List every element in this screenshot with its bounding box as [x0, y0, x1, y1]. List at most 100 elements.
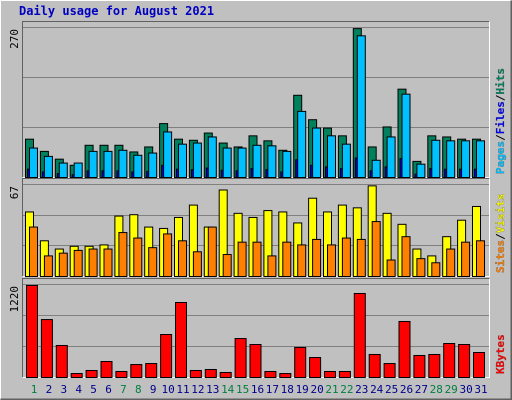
bar [386, 259, 396, 278]
legend-separator: / [494, 134, 507, 141]
bar [383, 363, 396, 378]
bar [294, 346, 307, 379]
bar [70, 373, 83, 379]
bar [327, 135, 336, 178]
bar [43, 155, 53, 178]
bar [133, 154, 143, 178]
bar [264, 370, 277, 379]
bar [431, 262, 441, 277]
bar [353, 292, 366, 379]
bar [175, 301, 187, 379]
bar [40, 319, 53, 379]
bar [58, 162, 68, 179]
bar [222, 147, 232, 179]
bar [297, 110, 307, 178]
bar [476, 240, 485, 277]
bar [461, 140, 471, 178]
bar [413, 354, 426, 378]
x-tick-label: 27 [415, 383, 428, 396]
bar [178, 240, 187, 277]
legend: Sites/Visits [494, 194, 507, 274]
x-tick-label: 11 [176, 383, 189, 396]
bar [416, 163, 426, 179]
x-tick-label: 5 [90, 383, 97, 396]
legend: Pages/Files/Hits [494, 68, 507, 174]
bar [252, 241, 262, 278]
bar [29, 226, 38, 278]
x-tick-label: 9 [150, 383, 157, 396]
legend-entry: Visits [494, 194, 507, 234]
bar [249, 343, 262, 378]
x-tick-label: 21 [325, 383, 338, 396]
bar [446, 248, 456, 277]
x-tick-label: 16 [251, 383, 264, 396]
bar [103, 248, 113, 277]
x-tick-label: 1 [31, 383, 38, 396]
bar [234, 338, 247, 378]
bar [312, 127, 322, 178]
bar [100, 360, 113, 378]
bar [341, 237, 351, 278]
bar [476, 140, 485, 178]
bar [398, 320, 411, 379]
bar [148, 247, 158, 278]
bar [192, 251, 202, 278]
x-tick-label: 29 [445, 383, 458, 396]
bar [160, 334, 173, 379]
legend-entry: Files [494, 101, 507, 134]
bar [133, 237, 143, 278]
bar [252, 144, 262, 178]
chart-title: Daily usage for August 2021 [19, 4, 214, 18]
bar [473, 351, 485, 379]
x-tick-label: 8 [135, 383, 142, 396]
x-tick-label: 23 [355, 383, 368, 396]
x-tick-label: 17 [266, 383, 279, 396]
x-tick-label: 6 [105, 383, 112, 396]
bar [267, 145, 277, 178]
bar [43, 255, 53, 277]
bar [207, 226, 217, 278]
bar [338, 370, 351, 379]
bar [443, 343, 456, 379]
bar [446, 140, 456, 178]
bar [219, 371, 232, 378]
bar [282, 241, 292, 278]
bar [26, 284, 38, 379]
x-tick-label: 28 [430, 383, 443, 396]
bar [145, 363, 158, 378]
legend-entry: Pages [494, 141, 507, 174]
y-tick-label: 67 [8, 186, 21, 199]
legend-separator: / [494, 233, 507, 240]
y-tick-label: 1220 [8, 286, 21, 313]
x-tick-label: 13 [206, 383, 219, 396]
bar [267, 255, 277, 277]
panel-bevel-dark [22, 178, 490, 277]
bar [207, 136, 217, 178]
bar [163, 233, 173, 277]
bar [118, 232, 128, 278]
x-tick-label: 25 [385, 383, 398, 396]
bar [73, 162, 83, 179]
bar [222, 254, 232, 277]
x-tick-label: 15 [236, 383, 249, 396]
bar [356, 238, 366, 277]
bar [309, 357, 322, 378]
x-tick-label: 19 [296, 383, 309, 396]
bar [371, 221, 381, 278]
x-tick-label: 31 [474, 383, 487, 396]
bar [85, 369, 98, 378]
bar [29, 147, 38, 179]
bar [204, 368, 217, 379]
bar [55, 344, 68, 379]
bar [458, 343, 471, 378]
bar [401, 93, 411, 178]
bar [130, 364, 143, 379]
bar [401, 236, 411, 278]
bar [237, 241, 247, 278]
bar [73, 249, 83, 277]
x-tick-label: 18 [281, 383, 294, 396]
bar [431, 139, 441, 178]
bar [115, 370, 128, 379]
